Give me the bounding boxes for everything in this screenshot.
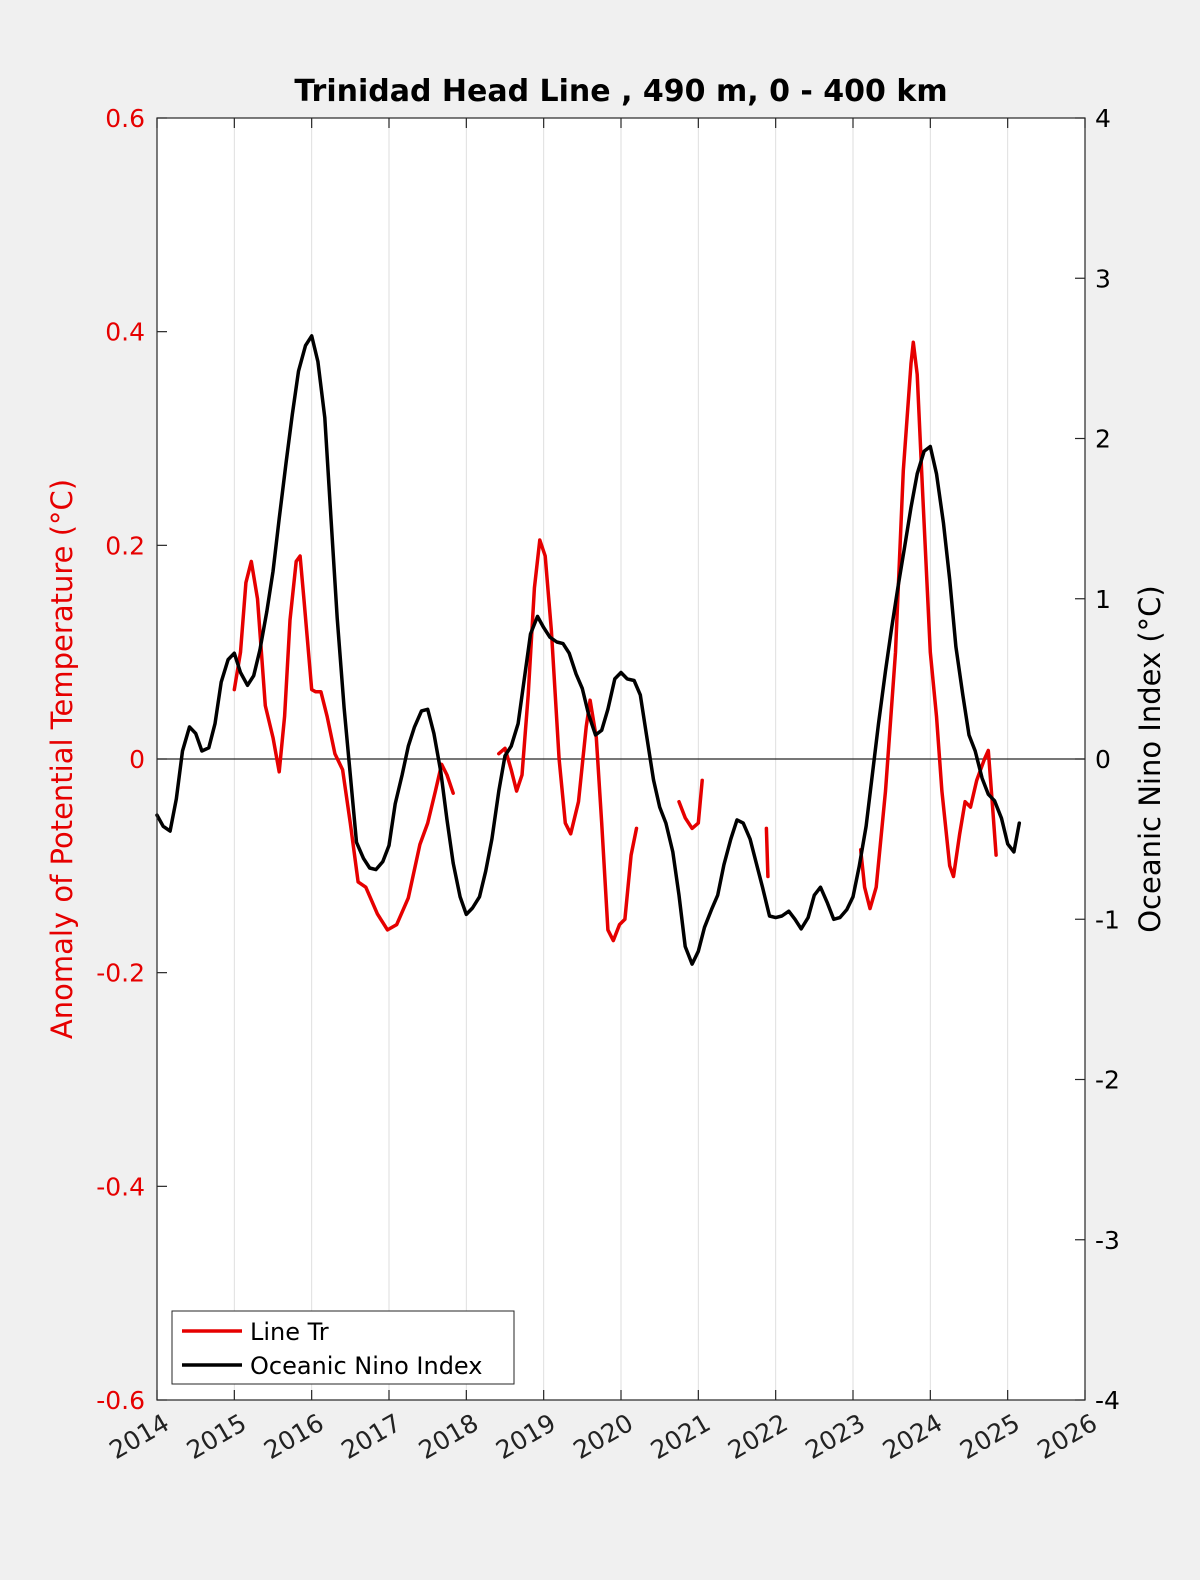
x-tick-label: 2016: [259, 1408, 329, 1465]
legend-box: [171, 1310, 515, 1385]
series-line-tr-segment: [677, 778, 704, 831]
series-line-tr-segment: [858, 340, 998, 911]
y-right-tick-label: -4: [1095, 1386, 1120, 1415]
series-layer: [155, 334, 1022, 966]
y-left-tick-label: 0: [129, 745, 145, 774]
y-left-tick-label: -0.4: [96, 1172, 145, 1201]
y-right-tick-label: 3: [1095, 264, 1111, 293]
y-left-tick-label: 0.4: [105, 318, 145, 347]
series-line-tr-segment: [232, 554, 455, 932]
x-tick-label: 2017: [336, 1408, 406, 1465]
y-left-tick-label: 0.2: [105, 531, 145, 560]
y-right-tick-label: 0: [1095, 745, 1111, 774]
legend: Line Tr Oceanic Nino Index: [171, 1310, 515, 1385]
y-right-tick-label: 2: [1095, 425, 1111, 454]
y-right-tick-label: -1: [1095, 905, 1120, 934]
y-axis-left-label: Anomaly of Potential Temperature (°C): [45, 479, 79, 1039]
x-tick-label: 2026: [1032, 1408, 1102, 1465]
series-line-tr-segment: [497, 538, 639, 943]
x-tick-label: 2025: [955, 1408, 1025, 1465]
chart-title: Trinidad Head Line , 490 m, 0 - 400 km: [294, 74, 947, 109]
y-left-tick-label: -0.2: [96, 959, 145, 988]
y-right-tick-label: 1: [1095, 585, 1111, 614]
y-axis-right-label: Oceanic Nino Index (°C): [1133, 585, 1167, 933]
x-tick-label: 2019: [491, 1408, 561, 1465]
y-right-tick-label: 4: [1095, 104, 1111, 133]
x-tick-label: 2014: [104, 1408, 174, 1465]
x-tick-label: 2021: [646, 1408, 716, 1465]
legend-label-line-tr: Line Tr: [250, 1318, 329, 1346]
x-tick-label: 2024: [878, 1408, 948, 1465]
x-tick-label: 2023: [800, 1408, 870, 1465]
y-right-tick-label: -2: [1095, 1066, 1120, 1095]
series-line-tr-segment: [764, 826, 770, 879]
legend-label-oni: Oceanic Nino Index: [250, 1352, 482, 1380]
x-tick-label: 2015: [182, 1408, 252, 1465]
x-tick-label: 2018: [414, 1408, 484, 1465]
series-oceanic-nino-index-segment: [155, 334, 1022, 966]
y-left-tick-label: -0.6: [96, 1386, 145, 1415]
y-left-tick-label: 0.6: [105, 104, 145, 133]
x-tick-label: 2022: [723, 1408, 793, 1465]
x-tick-label: 2020: [568, 1408, 638, 1465]
y-right-tick-label: -3: [1095, 1226, 1120, 1255]
